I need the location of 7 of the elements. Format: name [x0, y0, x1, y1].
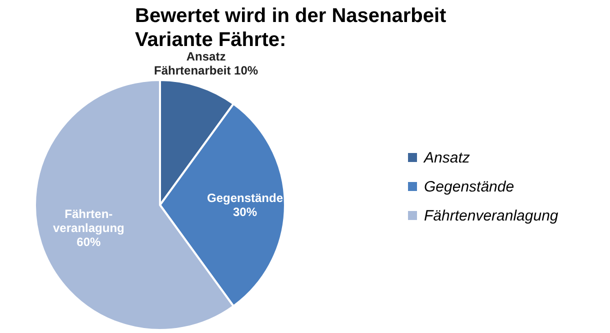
legend-label: Fährtenveranlagung	[424, 208, 559, 224]
data-label: Fährten- veranlagung 60%	[52, 207, 124, 250]
chart-title: Bewertet wird in der Nasenarbeit Variante Fährte:	[135, 5, 447, 51]
data-label: Gegenstände 30%	[206, 191, 284, 219]
data-label: Ansatz Fährtenarbeit 10%	[154, 49, 258, 78]
legend-label: Gegenstände	[424, 178, 514, 196]
legend-label: Ansatz	[423, 150, 470, 166]
